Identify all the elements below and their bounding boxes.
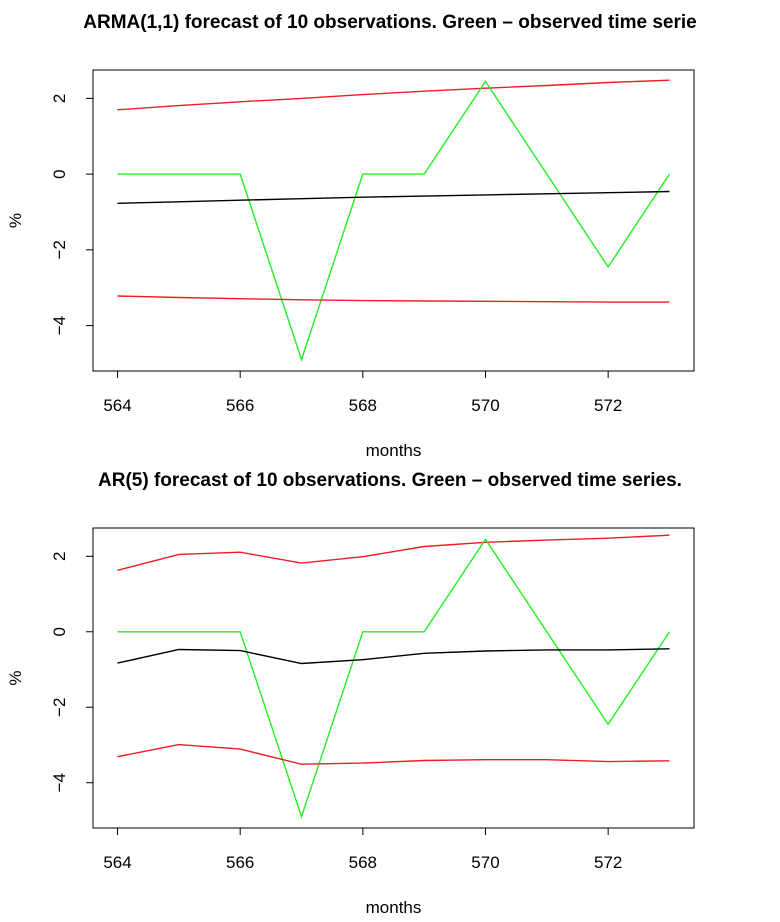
series-line-lower-bound: [117, 743, 670, 765]
series-line-forecast: [117, 648, 670, 665]
series-line-forecast: [117, 190, 670, 204]
x-tick-label: 570: [471, 396, 499, 415]
y-tick-label: −2: [50, 240, 69, 259]
plot-frame: [92, 527, 695, 829]
x-tick-label: 566: [226, 853, 254, 872]
y-axis-label: %: [6, 213, 25, 228]
y-tick-label: −4: [50, 316, 69, 335]
chart-title: AR(5) forecast of 10 observations. Green…: [98, 470, 682, 491]
y-tick-label: 2: [50, 552, 69, 561]
y-tick-label: −4: [50, 773, 69, 792]
x-tick-label: 568: [349, 853, 377, 872]
series-line-lower-bound: [117, 295, 670, 303]
series-line-upper-bound: [117, 534, 670, 571]
x-tick-label: 572: [594, 396, 622, 415]
x-tick-label: 564: [103, 396, 131, 415]
x-tick-label: 572: [594, 853, 622, 872]
chart-panel-2: AR(5) forecast of 10 observations. Green…: [6, 470, 695, 917]
x-tick-label: 564: [103, 853, 131, 872]
plot-frame: [92, 69, 695, 372]
x-axis-label: months: [366, 898, 422, 917]
series-line-upper-bound: [117, 79, 670, 111]
y-tick-label: −2: [50, 698, 69, 717]
series-line-observed: [117, 80, 671, 362]
x-tick-label: 570: [471, 853, 499, 872]
x-axis-label: months: [366, 441, 422, 460]
y-axis-label: %: [6, 670, 25, 685]
y-tick-label: 2: [50, 94, 69, 103]
x-tick-label: 568: [349, 396, 377, 415]
chart-panel-1: ARMA(1,1) forecast of 10 observations. G…: [6, 12, 697, 460]
chart-title: ARMA(1,1) forecast of 10 observations. G…: [83, 12, 697, 33]
x-tick-label: 566: [226, 396, 254, 415]
series-line-observed: [117, 538, 671, 819]
y-tick-label: 0: [50, 169, 69, 178]
y-tick-label: 0: [50, 627, 69, 636]
